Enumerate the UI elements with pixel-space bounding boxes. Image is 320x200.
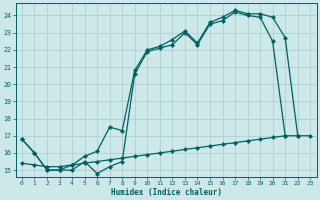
X-axis label: Humidex (Indice chaleur): Humidex (Indice chaleur) bbox=[111, 188, 221, 197]
